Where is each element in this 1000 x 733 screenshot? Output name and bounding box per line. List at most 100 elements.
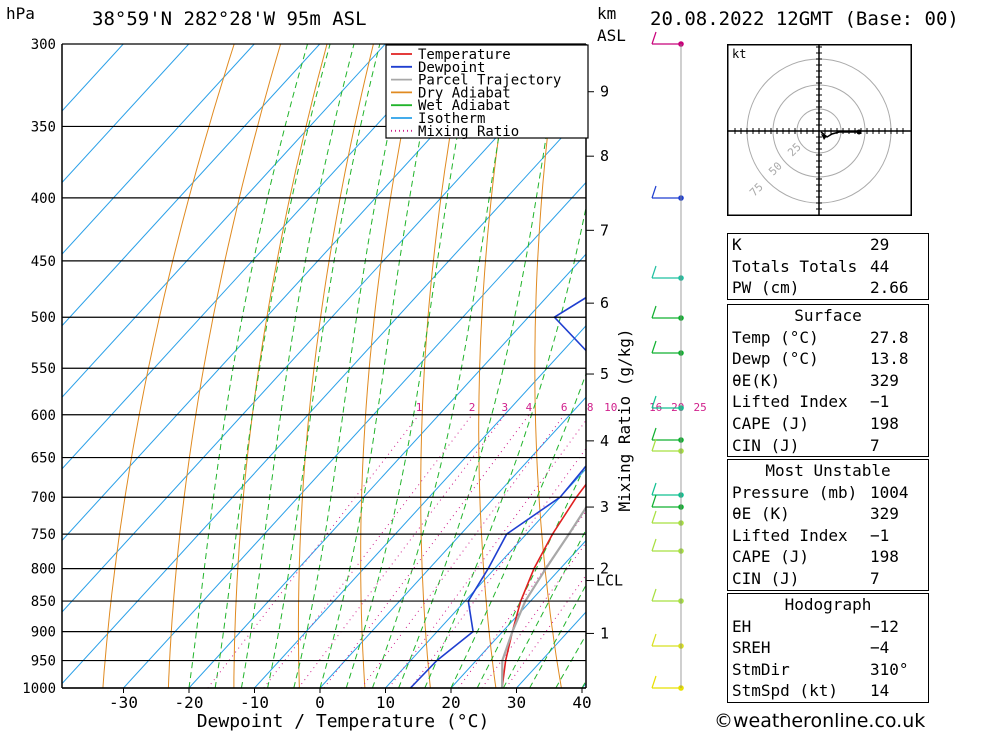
wet-adiabat-line [529, 584, 586, 688]
legend-box [385, 44, 589, 139]
x-tick-label: 40 [572, 693, 591, 712]
hodograph-stats-box: Hodograph EH −12 SREH −4 StmDir 310° StmSpd… [727, 593, 929, 703]
surface-title: Surface [794, 306, 862, 325]
surface-row: Temp (°C) 27.8 [732, 327, 909, 347]
hodograph-stats-title: Hodograph [784, 595, 872, 614]
dry-adiabat-line [931, 44, 1000, 688]
wind-barb-flag [651, 538, 657, 552]
wind-barb-flag [651, 265, 657, 279]
asl-unit-label: ASL [597, 26, 626, 45]
isotherm-line [188, 253, 586, 688]
wet-adiabat-line [450, 372, 586, 688]
series-line-dewpoint [409, 296, 586, 688]
km-tick-label: 3 [600, 498, 609, 516]
mixing-ratio-label: 16 [649, 401, 662, 414]
dry-adiabat-line [642, 44, 693, 688]
x-tick-label: 10 [376, 693, 395, 712]
surface-row: CIN (J) 7 [732, 435, 880, 455]
wet-adiabat-line [188, 44, 308, 688]
indices-box: K 29 Totals Totals 44 PW (cm) 2.66 [727, 233, 929, 300]
mixing-ratio-label: 8 [587, 401, 594, 414]
mixing-ratio-line [298, 414, 506, 688]
pressure-tick-label: 900 [31, 625, 56, 641]
wet-adiabat-line [293, 44, 409, 688]
x-axis-title: Dewpoint / Temperature (°C) [197, 711, 490, 732]
mixing-ratio-line [323, 414, 530, 688]
surface-row: Dewp (°C) 13.8 [732, 349, 909, 369]
wind-barb-flag [651, 588, 657, 602]
isotherm-line [319, 396, 586, 688]
lcl-label: LCL [596, 572, 623, 590]
wind-barb-flag [651, 31, 657, 45]
mixing-ratio-label: 10 [604, 401, 617, 414]
surface-row: Lifted Index −1 [732, 392, 890, 412]
km-tick-label: 1 [600, 624, 609, 642]
mixing-ratio-label: 25 [694, 401, 707, 414]
wind-barb-flag [651, 185, 657, 199]
legend-label: Dewpoint [418, 60, 485, 76]
wind-barb-flag [651, 438, 657, 452]
datetime-title: 20.08.2022 12GMT (Base: 00) [650, 8, 959, 30]
hodo-row: EH −12 [732, 616, 899, 636]
mixing-ratio-line [388, 419, 586, 688]
isotherm-line [62, 110, 586, 685]
wind-barb-flag [651, 427, 657, 441]
wet-adiabat-line [240, 44, 355, 688]
pressure-tick-label: 400 [31, 191, 56, 207]
mu-row: θE (K) 329 [732, 504, 899, 524]
pressure-tick-label: 550 [31, 361, 56, 377]
isotherm-line [62, 44, 517, 542]
pressure-tick-label: 300 [31, 37, 56, 53]
dry-adiabat-line [977, 44, 1000, 688]
wind-barb-flag [651, 340, 657, 354]
isotherm-line [62, 44, 386, 399]
pressure-tick-label: 950 [31, 654, 56, 670]
mixing-ratio-label: 2 [469, 401, 476, 414]
isotherm-line [450, 539, 586, 688]
wind-barb-flag [651, 482, 657, 496]
isotherm-line [62, 44, 583, 613]
km-tick-label: 8 [600, 147, 609, 165]
mixing-ratio-line [505, 574, 586, 688]
mu-row: Pressure (mb) 1004 [732, 482, 909, 502]
x-tick-label: 20 [441, 693, 460, 712]
pressure-tick-label: 450 [31, 254, 56, 270]
credit-link[interactable]: ©weatheronline.co.uk [714, 710, 926, 732]
dry-adiabat-line [360, 44, 421, 688]
x-tick-label: 0 [315, 693, 325, 712]
wet-adiabat-line [476, 462, 586, 688]
index-row: K 29 [732, 235, 890, 254]
x-tick-label: -10 [240, 693, 269, 712]
wind-barb-flag [651, 305, 657, 319]
hodo-row: SREH −4 [732, 638, 890, 658]
km-tick-label: 5 [600, 365, 609, 383]
mixing-ratio-label: 4 [526, 401, 533, 414]
legend-label: Wet Adiabat [418, 98, 511, 114]
mixing-ratio-label: 6 [561, 401, 568, 414]
pressure-tick-label: 750 [31, 527, 56, 543]
wind-barb-flag [651, 510, 657, 524]
wind-barb-flag [651, 395, 657, 409]
pressure-unit-label: hPa [6, 4, 35, 23]
hodograph-storm-motion [821, 134, 827, 140]
isotherm-line [62, 44, 190, 184]
hodo-row: StmDir 310° [732, 659, 909, 679]
pressure-tick-label: 800 [31, 562, 56, 578]
wet-adiabat-line [345, 44, 475, 688]
wind-barb-flag [651, 675, 657, 689]
km-unit-label: km [597, 4, 617, 23]
legend-label: Dry Adiabat [418, 85, 511, 101]
legend-label: Temperature [418, 47, 511, 63]
wet-adiabat-line [424, 205, 586, 688]
mu-row: Lifted Index −1 [732, 525, 890, 545]
hodograph: kt 25 50 75 [727, 44, 912, 216]
km-tick-label: 6 [600, 294, 609, 312]
pressure-tick-label: 500 [31, 310, 56, 326]
wind-barb-flag [651, 494, 657, 508]
km-tick-label: 7 [600, 221, 609, 239]
x-tick-label: -30 [109, 693, 138, 712]
hodo-row: StmSpd (kt) 14 [732, 681, 890, 701]
wind-barb-flag [651, 633, 657, 647]
x-tick-label: -20 [175, 693, 204, 712]
